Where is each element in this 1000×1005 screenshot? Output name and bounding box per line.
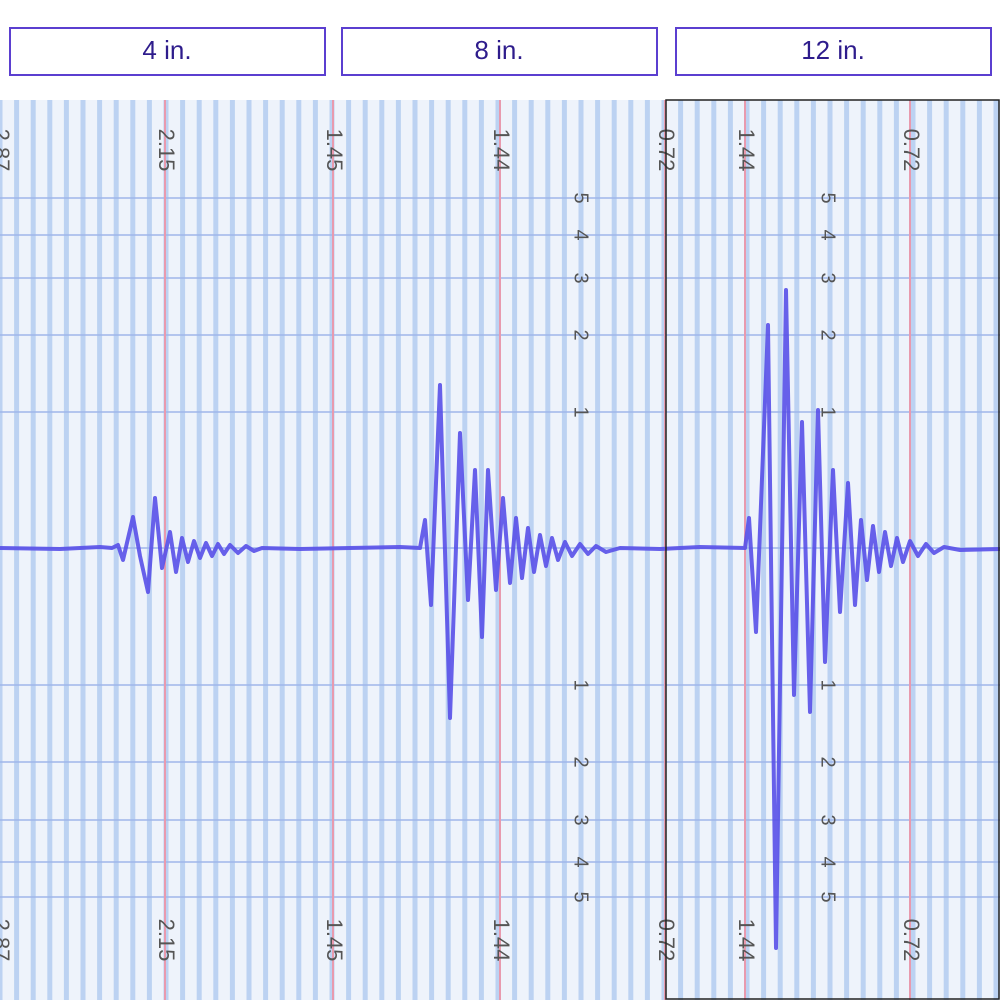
- waveform: [0, 288, 1000, 950]
- scale-label: 2: [817, 756, 839, 767]
- time-label: 1.45: [322, 129, 347, 172]
- time-label: 2.15: [154, 919, 179, 962]
- scale-label: 4: [570, 856, 592, 867]
- time-label: 2.15: [154, 129, 179, 172]
- time-label: 1.45: [322, 919, 347, 962]
- scale-label: 2: [570, 329, 592, 340]
- scale-label: 3: [570, 272, 592, 283]
- time-label: 1.44: [734, 129, 759, 172]
- panel-border: [665, 99, 1000, 1000]
- scale-label: 3: [570, 814, 592, 825]
- scale-label: 5: [570, 192, 592, 203]
- button[interactable]: [675, 27, 992, 76]
- scale-label: 1: [817, 406, 839, 417]
- time-label: 1.44: [734, 919, 759, 962]
- button[interactable]: [9, 27, 326, 76]
- scale-label: 5: [817, 192, 839, 203]
- scale-label: 4: [817, 856, 839, 867]
- scale-label: 4: [817, 229, 839, 240]
- scale-label: 5: [570, 891, 592, 902]
- time-label: 0.72: [899, 129, 924, 172]
- scale-label: 1: [570, 406, 592, 417]
- time-label: 1.44: [489, 129, 514, 172]
- button-label[interactable]: 8 in.: [474, 35, 523, 65]
- time-label: 0.72: [899, 919, 924, 962]
- scale-label: 3: [817, 814, 839, 825]
- scale-label: 4: [570, 229, 592, 240]
- button-label[interactable]: 12 in.: [801, 35, 865, 65]
- scale-label: 2: [817, 329, 839, 340]
- scale-label: 1: [570, 679, 592, 690]
- scale-label: 3: [817, 272, 839, 283]
- time-label: 2.87: [0, 919, 14, 962]
- scale-label: 2: [570, 756, 592, 767]
- scale-label: 1: [817, 679, 839, 690]
- button[interactable]: [341, 27, 658, 76]
- time-label: 2.87: [0, 129, 14, 172]
- button-label[interactable]: 4 in.: [142, 35, 191, 65]
- time-label: 1.44: [489, 919, 514, 962]
- scale-label: 5: [817, 891, 839, 902]
